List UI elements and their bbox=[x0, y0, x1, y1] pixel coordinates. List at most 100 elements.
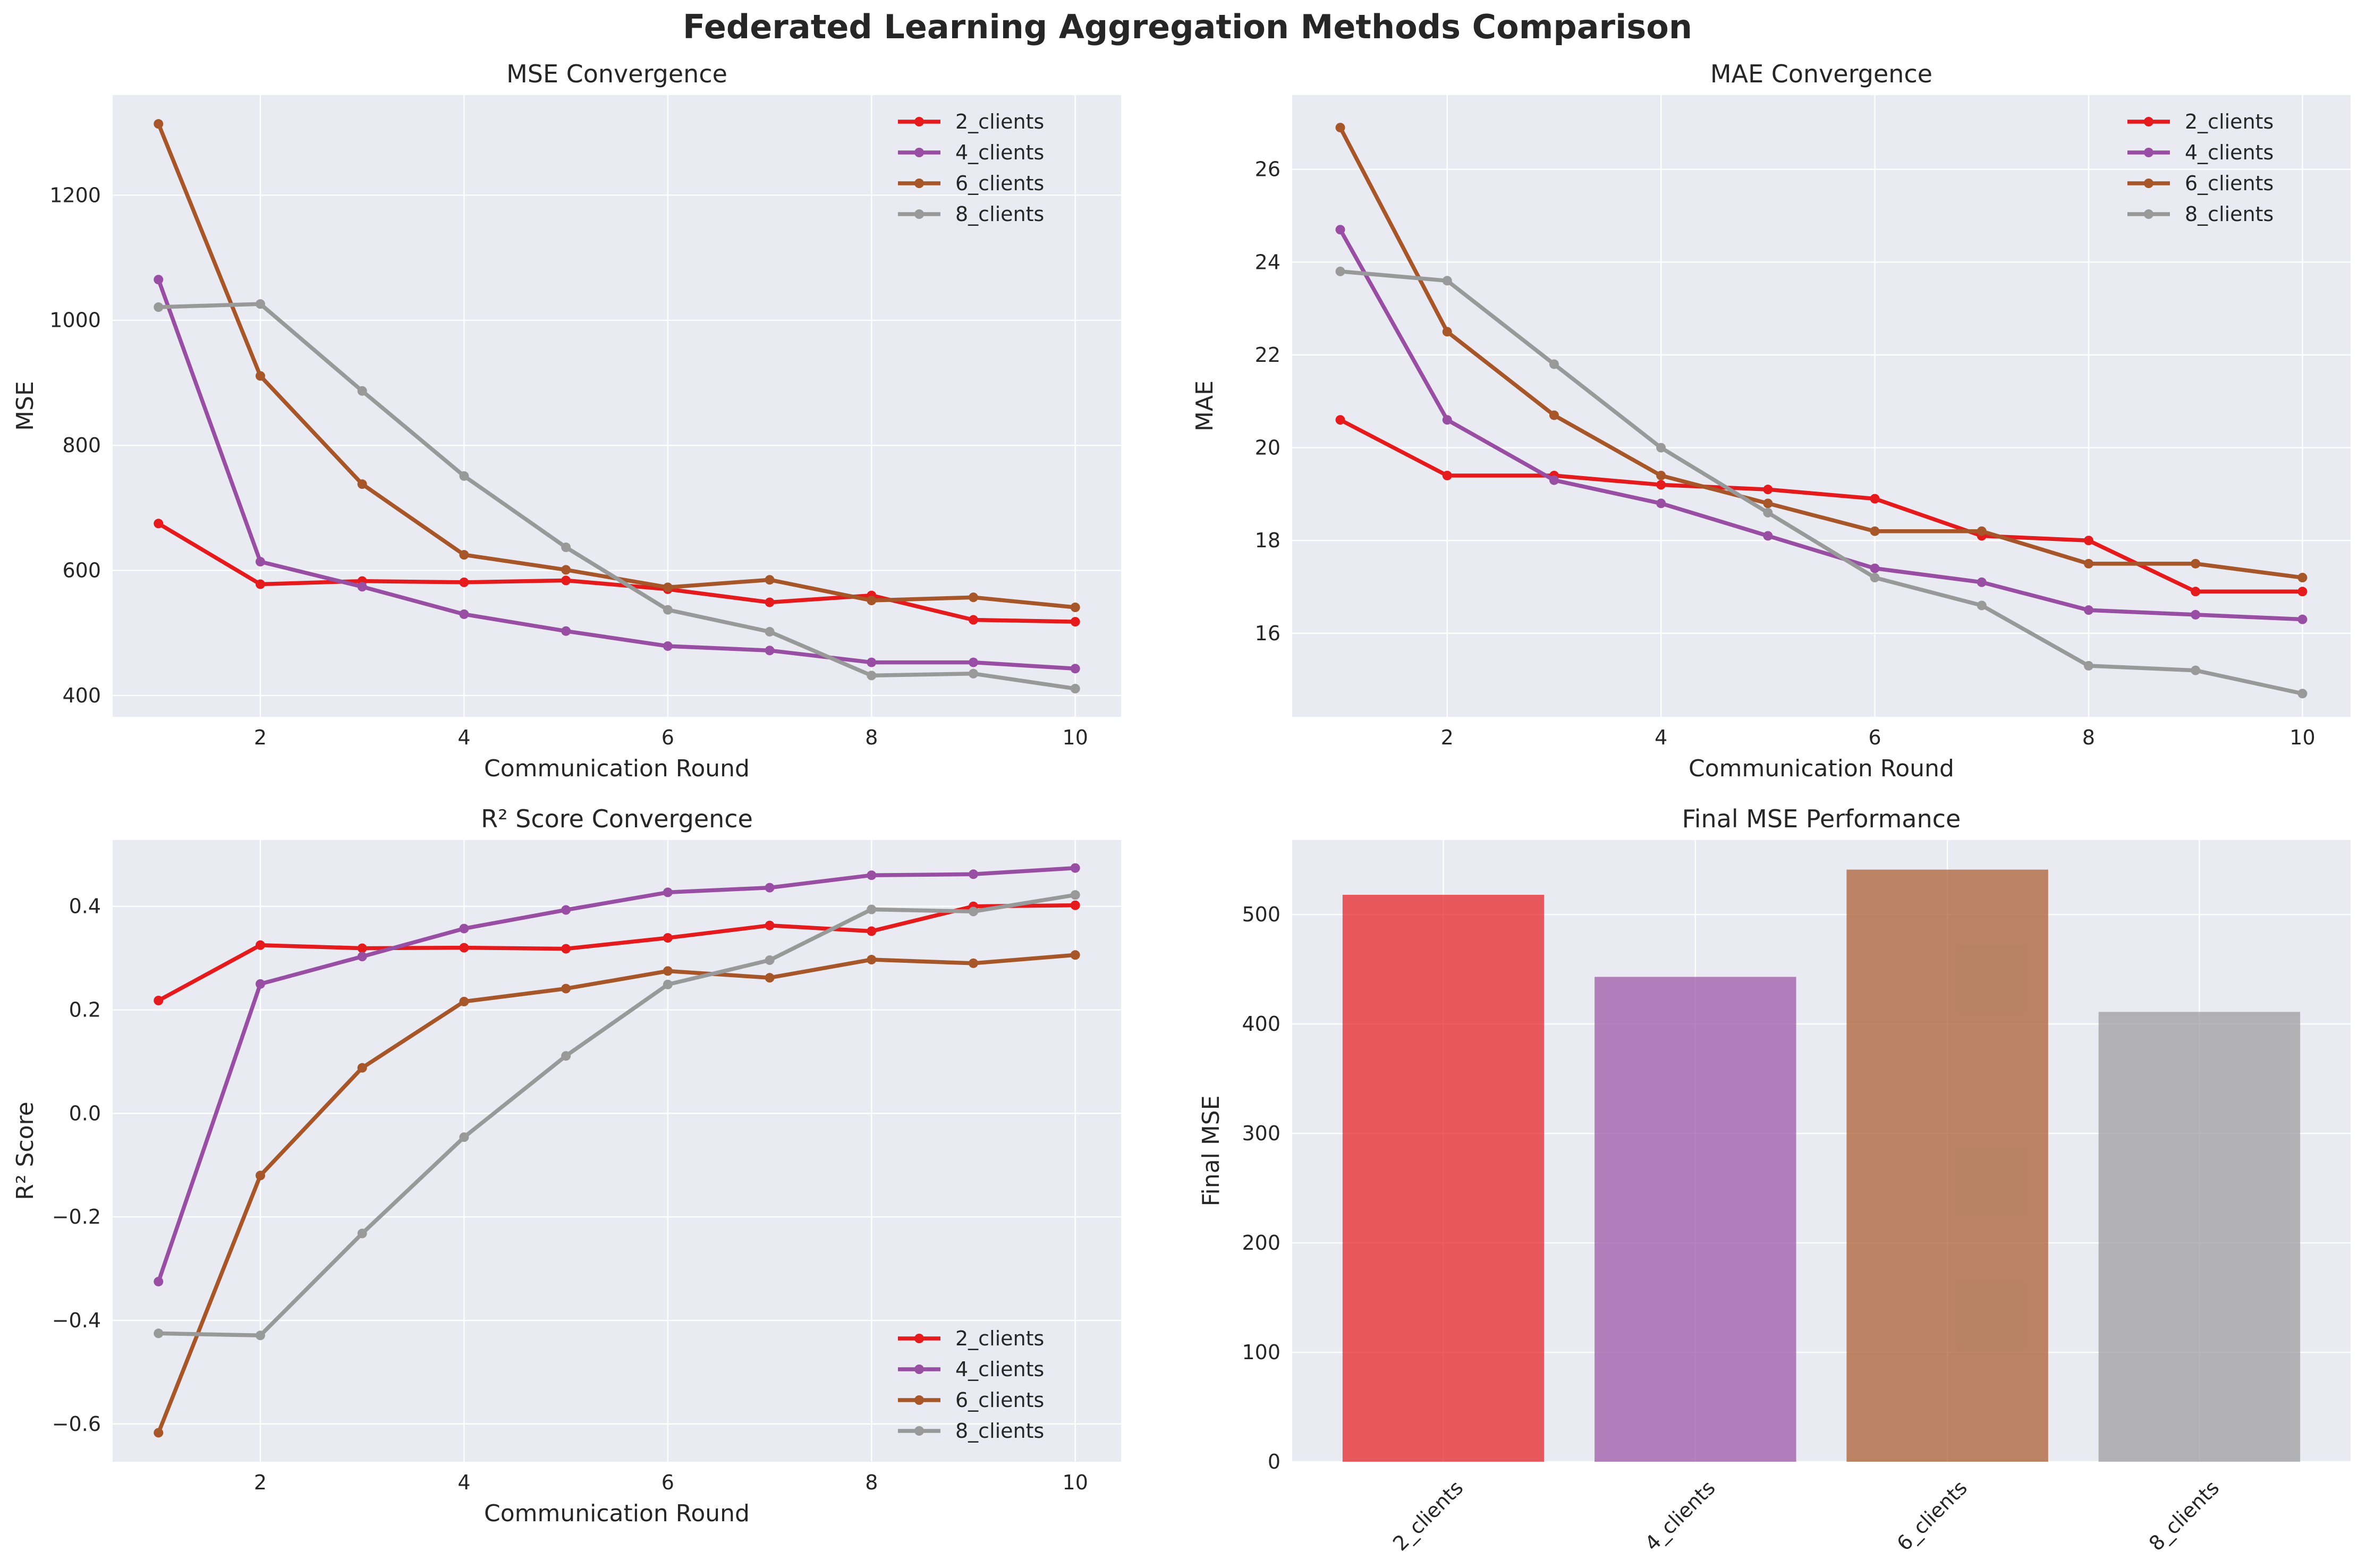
data-point-2_clients bbox=[459, 943, 469, 953]
data-point-6_clients bbox=[1070, 603, 1080, 613]
legend-label-6_clients: 6_clients bbox=[955, 172, 1044, 195]
data-point-4_clients bbox=[1442, 415, 1452, 425]
data-point-6_clients bbox=[561, 565, 571, 575]
y-tick-label: 0.0 bbox=[69, 1101, 101, 1125]
data-point-8_clients bbox=[663, 979, 673, 989]
series-line-4_clients bbox=[156, 866, 1078, 1284]
data-point-8_clients bbox=[459, 471, 469, 481]
legend-label-2_clients: 2_clients bbox=[955, 1327, 1044, 1350]
data-point-6_clients bbox=[2297, 573, 2308, 583]
data-point-4_clients bbox=[2084, 605, 2094, 615]
data-point-6_clients bbox=[459, 550, 469, 560]
data-point-4_clients bbox=[2297, 614, 2308, 624]
data-point-8_clients bbox=[969, 906, 979, 917]
data-point-4_clients bbox=[561, 626, 571, 636]
x-tick-label: 10 bbox=[1063, 1471, 1088, 1494]
y-tick-label: 400 bbox=[62, 684, 101, 707]
data-point-2_clients bbox=[663, 933, 673, 943]
legend-marker-8_clients bbox=[914, 1426, 924, 1436]
data-point-8_clients bbox=[357, 1228, 367, 1239]
data-point-4_clients bbox=[663, 641, 673, 651]
data-point-4_clients bbox=[1549, 475, 1559, 485]
legend-marker-2_clients bbox=[914, 117, 924, 126]
y-tick-label: 18 bbox=[1255, 529, 1280, 552]
x-axis-label: Communication Round bbox=[484, 1500, 750, 1527]
data-point-2_clients bbox=[969, 615, 979, 625]
data-point-2_clients bbox=[765, 597, 775, 607]
legend-label-8_clients: 8_clients bbox=[2185, 202, 2274, 226]
x-tick-label: 8 bbox=[865, 726, 878, 749]
y-tick-label: 1200 bbox=[49, 183, 101, 207]
series-line-6_clients bbox=[156, 953, 1078, 1435]
data-point-8_clients bbox=[561, 543, 571, 553]
data-point-4_clients bbox=[1070, 863, 1080, 873]
data-point-4_clients bbox=[969, 869, 979, 879]
x-tick-label: 6 bbox=[661, 726, 674, 749]
data-point-6_clients bbox=[2084, 558, 2094, 569]
chart-panel-1: MSE Convergence 400 600 800 1000 1200 MSE 2 4 6 8 1… bbox=[12, 60, 1121, 782]
data-point-2_clients bbox=[1442, 470, 1452, 480]
data-point-6_clients bbox=[663, 966, 673, 976]
data-point-8_clients bbox=[1656, 443, 1666, 453]
y-tick-label: 16 bbox=[1255, 622, 1280, 645]
chart-title: MAE Convergence bbox=[1710, 60, 1932, 88]
data-point-4_clients bbox=[1335, 225, 1345, 235]
legend-label-8_clients: 8_clients bbox=[955, 1419, 1044, 1443]
series-line-2_clients bbox=[156, 521, 1078, 624]
data-point-2_clients bbox=[561, 944, 571, 954]
legend-marker-6_clients bbox=[2144, 179, 2153, 188]
data-point-6_clients bbox=[867, 596, 877, 606]
bar-2_clients bbox=[1342, 894, 1545, 1462]
data-point-4_clients bbox=[1870, 563, 1880, 573]
x-tick-label: 8 bbox=[865, 1471, 878, 1494]
series-line-4_clients bbox=[1338, 227, 2305, 622]
y-tick-label: 200 bbox=[1242, 1231, 1280, 1255]
y-axis-label: R² Score bbox=[12, 1101, 39, 1200]
legend-label-4_clients: 4_clients bbox=[955, 1358, 1044, 1381]
y-tick-label: 300 bbox=[1242, 1122, 1280, 1145]
data-point-2_clients bbox=[459, 577, 469, 587]
x-axis-label: Communication Round bbox=[1689, 755, 1954, 782]
data-point-6_clients bbox=[1763, 498, 1773, 508]
series-line-8_clients bbox=[156, 893, 1078, 1338]
series-line-4_clients bbox=[156, 277, 1078, 671]
series-line-2_clients bbox=[156, 903, 1078, 1003]
y-tick-label: 1000 bbox=[49, 309, 101, 332]
y-tick-label: 100 bbox=[1242, 1341, 1280, 1364]
legend: 2_clients 4_clients 6_clients 8_clients bbox=[898, 1327, 1044, 1443]
data-point-6_clients bbox=[663, 582, 673, 592]
y-tick-label: 500 bbox=[1242, 903, 1280, 926]
data-point-6_clients bbox=[1977, 526, 1987, 536]
data-point-8_clients bbox=[255, 1330, 265, 1341]
chart-title: R² Score Convergence bbox=[481, 804, 753, 833]
x-tick-label: 2 bbox=[254, 726, 267, 749]
y-tick-label: −0.2 bbox=[52, 1205, 101, 1228]
legend-label-4_clients: 4_clients bbox=[2185, 141, 2274, 164]
data-point-4_clients bbox=[154, 275, 164, 285]
data-point-6_clients bbox=[1335, 123, 1345, 133]
data-point-8_clients bbox=[255, 299, 265, 309]
data-point-8_clients bbox=[1070, 684, 1080, 694]
data-point-8_clients bbox=[2084, 660, 2094, 671]
x-tick-label: 2 bbox=[1441, 726, 1454, 749]
data-point-4_clients bbox=[663, 887, 673, 897]
data-point-8_clients bbox=[765, 626, 775, 637]
data-point-6_clients bbox=[969, 958, 979, 968]
data-point-6_clients bbox=[459, 996, 469, 1006]
data-point-2_clients bbox=[765, 920, 775, 930]
x-tick-label: 4 bbox=[457, 726, 470, 749]
legend-label-6_clients: 6_clients bbox=[955, 1388, 1044, 1412]
data-point-2_clients bbox=[1656, 480, 1666, 490]
chart-title: Final MSE Performance bbox=[1682, 804, 1961, 833]
data-point-6_clients bbox=[765, 973, 775, 983]
x-axis-label: Communication Round bbox=[484, 755, 750, 782]
legend: 2_clients 4_clients 6_clients 8_clients bbox=[2127, 110, 2274, 226]
data-point-4_clients bbox=[561, 905, 571, 915]
y-tick-label: 24 bbox=[1255, 250, 1280, 274]
data-point-6_clients bbox=[255, 371, 265, 381]
data-point-6_clients bbox=[154, 1428, 164, 1438]
y-tick-label: 0.4 bbox=[69, 895, 101, 918]
legend-label-4_clients: 4_clients bbox=[955, 141, 1044, 164]
